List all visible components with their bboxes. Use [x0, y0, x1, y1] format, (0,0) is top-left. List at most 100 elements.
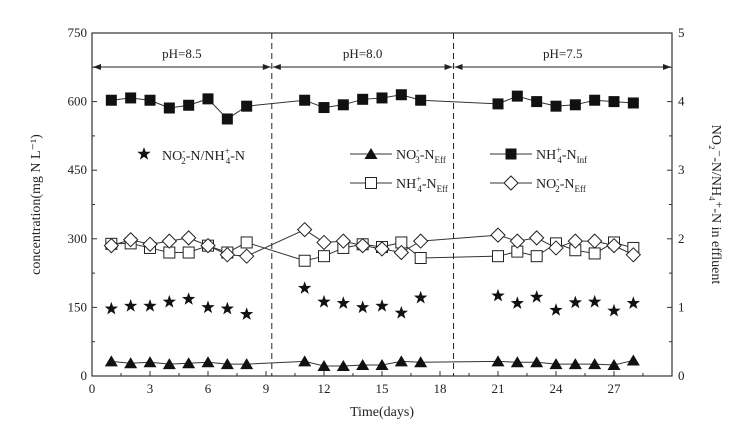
- label-part: -N/NH: [186, 149, 225, 164]
- y-right-tick-label: 3: [678, 162, 685, 177]
- data-point-star: [240, 307, 254, 320]
- series-no3_eff: [104, 354, 640, 371]
- arrow-head-right: [663, 64, 671, 70]
- label-part: 3: [415, 155, 420, 165]
- data-point-triangle-filled: [375, 359, 389, 371]
- data-point-square-filled: [144, 94, 156, 106]
- data-point-square-open: [492, 250, 504, 263]
- y-tick-label: 750: [68, 25, 88, 40]
- data-point-triangle-filled: [104, 355, 118, 367]
- data-point-square-filled: [202, 93, 214, 105]
- label-part: Eff: [435, 155, 446, 165]
- series-no2_eff: [103, 221, 642, 264]
- data-point-square-filled: [505, 148, 517, 160]
- data-point-triangle-filled: [182, 357, 196, 369]
- data-point-diamond-open: [625, 247, 642, 263]
- data-point-diamond-open: [161, 233, 178, 249]
- label-part: NH: [396, 177, 416, 192]
- label-part: +: [225, 146, 230, 156]
- data-point-square-filled: [627, 97, 639, 109]
- data-point-diamond-open: [335, 233, 352, 249]
- data-point-triangle-filled: [510, 356, 524, 368]
- legend-item-no3_eff: [350, 148, 392, 159]
- y-tick-label: 450: [68, 162, 88, 177]
- label-part: -: [556, 174, 559, 184]
- x-tick-label: 3: [147, 381, 154, 396]
- data-point-star: [124, 299, 138, 312]
- label-part: -: [182, 146, 185, 156]
- data-point-diamond-open: [122, 232, 139, 248]
- data-point-diamond-open: [354, 237, 371, 254]
- data-point-triangle-filled: [607, 359, 621, 371]
- data-point-star: [414, 290, 428, 304]
- data-point-diamond-open: [200, 237, 216, 254]
- label-part: Eff: [575, 184, 586, 194]
- arrow-head-left: [454, 64, 463, 70]
- label-part: -N: [420, 148, 435, 163]
- phase-label: pH=8.0: [343, 46, 382, 61]
- data-point-diamond-open: [586, 233, 603, 249]
- series-nh4_inf: [105, 89, 639, 125]
- label-part: 4: [557, 155, 562, 165]
- data-point-diamond-open: [393, 244, 410, 261]
- data-point-square-filled: [569, 99, 581, 111]
- data-point-star: [298, 281, 312, 294]
- y-right-tick-label: 5: [678, 25, 685, 40]
- data-point-square-open: [182, 246, 195, 259]
- data-point-square-filled: [163, 102, 175, 114]
- data-point-square-filled: [511, 90, 523, 102]
- arrow-head-left: [272, 64, 281, 70]
- data-point-square-filled: [376, 92, 388, 104]
- data-point-triangle-filled: [220, 358, 234, 370]
- label-part: -N: [230, 149, 245, 164]
- data-point-star: [394, 305, 408, 319]
- data-point-star: [626, 296, 640, 309]
- y-right-tick-label: 0: [678, 368, 685, 383]
- data-point-star: [336, 296, 350, 309]
- data-point-square-filled: [183, 99, 195, 111]
- data-point-square-open: [240, 236, 253, 249]
- data-point-diamond-open: [180, 230, 197, 246]
- data-point-triangle-filled: [201, 356, 215, 368]
- label-part: +: [416, 174, 421, 184]
- data-point-star: [220, 301, 234, 315]
- data-point-diamond-open: [548, 240, 564, 256]
- data-point-triangle-filled: [414, 356, 428, 368]
- data-point-diamond-open: [316, 234, 332, 251]
- data-point-square-filled: [105, 94, 117, 106]
- data-point-star: [137, 147, 151, 160]
- data-point-square-filled: [299, 94, 311, 106]
- x-tick-label: 12: [318, 381, 331, 396]
- y-right-tick-label: 4: [678, 94, 685, 109]
- phase-label: pH=7.5: [543, 46, 582, 61]
- y-tick-label: 600: [68, 94, 88, 109]
- data-point-square-open: [414, 252, 427, 265]
- data-point-star: [104, 301, 118, 315]
- label-part: -: [416, 145, 419, 155]
- data-point-diamond-open: [219, 247, 236, 263]
- data-point-diamond-open: [412, 233, 429, 249]
- data-point-triangle-filled: [530, 356, 544, 368]
- data-point-star: [491, 288, 505, 302]
- label-part: Eff: [437, 184, 448, 194]
- x-tick-label: 24: [550, 381, 564, 396]
- data-point-square-filled: [415, 94, 427, 106]
- data-point-star: [568, 295, 582, 309]
- label-part: NO: [396, 148, 416, 163]
- data-point-square-open: [365, 177, 377, 189]
- x-tick-label: 18: [434, 381, 447, 396]
- label-part: NH: [536, 148, 556, 163]
- data-point-triangle-filled: [588, 358, 602, 370]
- data-point-triangle-filled: [394, 355, 408, 367]
- data-point-square-filled: [241, 100, 253, 112]
- arrow-head-left: [93, 64, 101, 70]
- data-point-square-filled: [531, 96, 543, 108]
- data-point-square-filled: [318, 102, 330, 114]
- data-point-triangle-filled: [336, 359, 350, 371]
- y-right-tick-label: 2: [678, 231, 685, 246]
- data-point-triangle-filled: [364, 148, 378, 159]
- data-point-star: [356, 300, 370, 314]
- data-point-triangle-filled: [298, 355, 312, 367]
- data-point-square-open: [318, 250, 330, 263]
